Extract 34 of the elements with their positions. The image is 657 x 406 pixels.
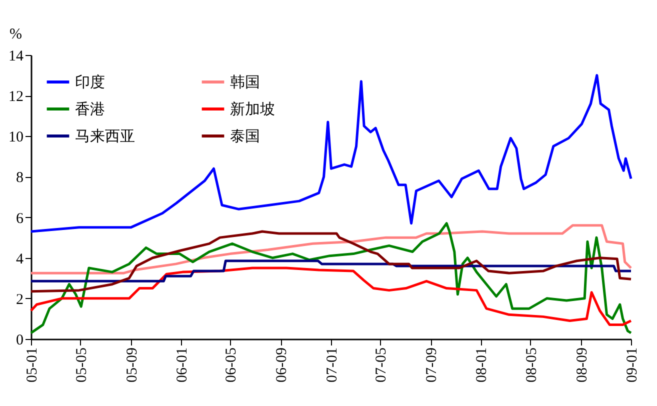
line-series [30, 222, 632, 334]
legend-label: 印度 [75, 74, 105, 91]
line-series [30, 260, 632, 282]
x-tick-label: 06-05 [224, 348, 240, 382]
y-tick-label: 6 [16, 210, 24, 227]
x-tick-label: 09-01 [624, 348, 640, 382]
x-tick-label: 08-09 [574, 348, 590, 382]
legend-label: 韩国 [230, 74, 260, 91]
legend-label: 泰国 [230, 129, 260, 145]
x-tick-label: 05-05 [74, 348, 90, 382]
y-tick-label: 0 [16, 332, 24, 348]
x-tick-label: 07-01 [324, 348, 340, 382]
line-series [30, 224, 632, 274]
x-tick-label: 07-05 [374, 348, 390, 382]
y-axis-title: % [10, 26, 22, 42]
x-tick-label: 05-01 [24, 348, 40, 382]
x-tick-label: 06-09 [274, 348, 290, 382]
line-series [30, 230, 632, 293]
legend-label: 马来西亚 [75, 128, 135, 145]
legend-label: 香港 [75, 101, 105, 118]
x-tick-label: 07-09 [424, 348, 440, 382]
x-tick-label: 06-01 [174, 348, 190, 382]
x-tick-label: 08-05 [524, 348, 540, 382]
y-tick-label: 10 [8, 130, 24, 146]
x-tick-label: 08-01 [474, 348, 490, 382]
y-tick-label: 14 [8, 48, 24, 64]
y-tick-label: 8 [16, 170, 24, 186]
x-tick-label: 05-09 [124, 348, 140, 382]
line-series [30, 74, 632, 233]
y-tick-label: 12 [8, 89, 24, 106]
y-tick-label: 2 [16, 292, 24, 308]
line-series [30, 266, 632, 326]
y-tick-label: 4 [16, 251, 24, 268]
legend-label: 新加坡 [230, 101, 275, 118]
